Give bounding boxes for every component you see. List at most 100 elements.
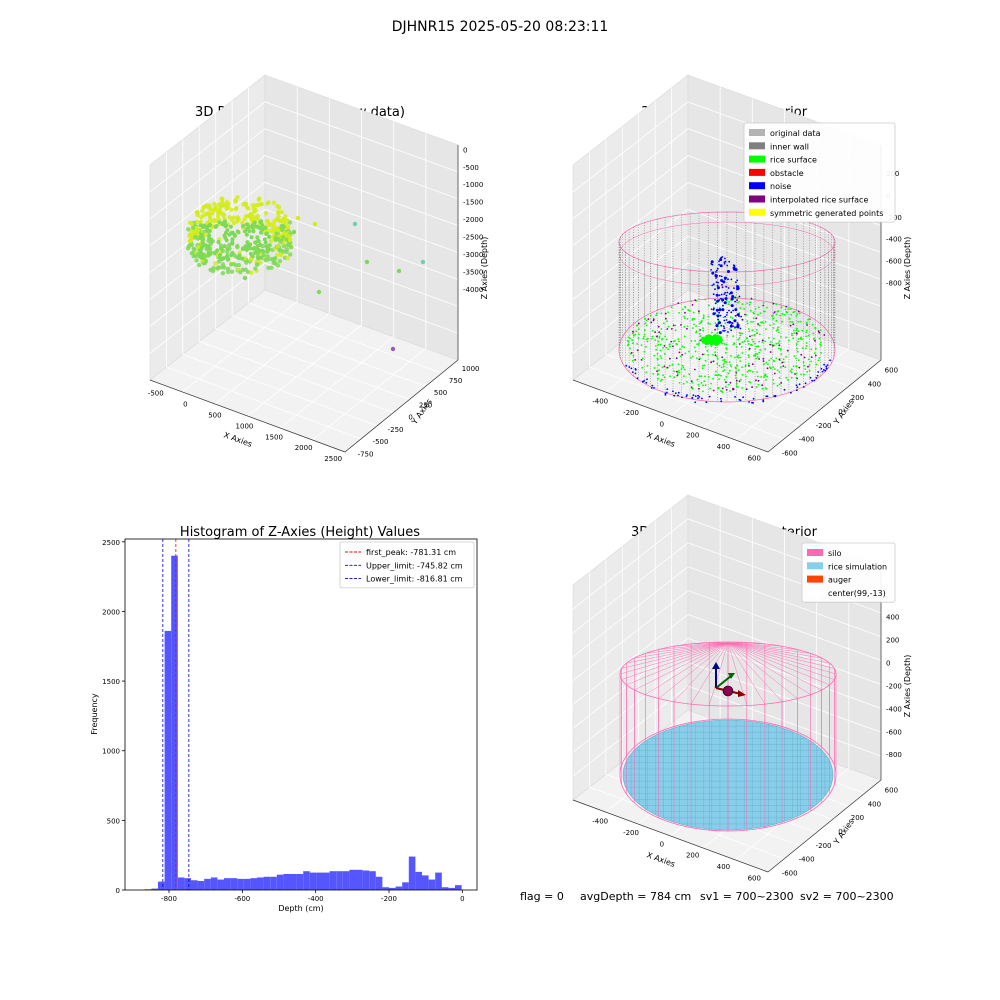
- noise-point: [766, 395, 769, 398]
- rice-surface-point: [730, 365, 733, 368]
- rice-surface-point: [756, 329, 758, 331]
- rice-surface-point: [777, 326, 779, 329]
- raw-point: [275, 252, 280, 258]
- rice-surface-point: [697, 384, 700, 386]
- z-tick-label: -800: [886, 280, 902, 288]
- raw-point: [195, 213, 200, 218]
- raw-point: [228, 224, 233, 229]
- noise-point: [634, 368, 637, 370]
- rice-surface-point: [739, 360, 742, 362]
- rice-surface-point: [776, 384, 779, 387]
- rice-surface-point: [660, 312, 663, 315]
- rice-surface-point: [739, 378, 742, 381]
- legend-swatch: [807, 549, 823, 556]
- rice-surface-point: [644, 322, 647, 325]
- noise-point: [734, 308, 738, 312]
- rice-surface-point: [723, 360, 726, 362]
- rice-surface-point: [750, 297, 753, 300]
- rice-surface-point: [727, 383, 730, 386]
- rice-surface-point: [677, 302, 680, 304]
- rice-surface-point: [666, 338, 668, 341]
- raw-point: [194, 258, 199, 263]
- rice-surface-point: [772, 327, 775, 329]
- rice-surface-point: [796, 350, 799, 353]
- noise-point: [731, 322, 734, 325]
- rice-surface-point: [667, 311, 669, 314]
- rice-surface-point: [710, 345, 713, 348]
- raw-point: [253, 207, 258, 213]
- raw-point: [268, 238, 274, 244]
- x-axis-line: [572, 799, 769, 873]
- noise-point: [686, 394, 688, 396]
- raw-point: [216, 240, 221, 244]
- rice-surface-point: [656, 370, 658, 372]
- rice-surface-point: [747, 356, 750, 358]
- rice-surface-point: [751, 329, 754, 332]
- rice-surface-point: [690, 357, 692, 359]
- rice-surface-point: [735, 377, 737, 379]
- raw-point: [221, 203, 226, 208]
- silo-roof-line: [658, 642, 729, 699]
- raw-point: [275, 204, 280, 209]
- rice-surface-point: [672, 324, 675, 327]
- rice-surface-point: [698, 332, 701, 335]
- rice-surface-point: [691, 387, 694, 390]
- rice-surface-point: [640, 359, 643, 361]
- panel-title-histogram: Histogram of Z-Axies (Height) Values: [180, 525, 420, 540]
- silo-roof-line: [621, 642, 729, 669]
- noise-point: [826, 364, 829, 366]
- rice-surface-point: [631, 359, 634, 362]
- legend-label: silo: [828, 549, 842, 558]
- rice-surface-point: [642, 337, 645, 340]
- rice-surface-point: [632, 330, 634, 333]
- histogram-bar: [184, 878, 191, 890]
- raw-point: [276, 236, 281, 242]
- raw-point: [233, 263, 239, 268]
- raw-point: [240, 256, 245, 261]
- raw-point: [224, 230, 228, 235]
- rice-surface-point: [790, 371, 793, 374]
- histogram-bar: [270, 876, 277, 890]
- rice-surface-point: [666, 328, 669, 330]
- rice-surface-point: [772, 312, 775, 315]
- rice-surface-point: [660, 357, 663, 360]
- rice-surface-point: [655, 348, 657, 351]
- rice-surface-point: [755, 345, 758, 348]
- rice-surface-point: [778, 383, 781, 386]
- rice-surface-point: [657, 343, 660, 346]
- noise-point: [718, 299, 721, 301]
- histogram-bar: [408, 856, 416, 890]
- raw-point: [225, 247, 230, 252]
- rice-surface-point: [686, 327, 688, 330]
- y-tick-label: 200: [851, 814, 864, 822]
- histogram-bar: [329, 871, 337, 890]
- histogram-bar: [342, 871, 350, 890]
- rice-surface-point: [680, 368, 683, 370]
- x-tick-label: 0: [660, 420, 664, 428]
- rice-surface-point: [732, 335, 735, 338]
- rice-surface-point: [693, 346, 696, 349]
- raw-point: [229, 231, 234, 236]
- silo-roof-line: [727, 642, 783, 702]
- rice-surface-point: [737, 296, 739, 299]
- rice-surface-point: [715, 370, 717, 373]
- raw-point: [199, 247, 204, 252]
- rice-surface-point: [778, 371, 781, 373]
- raw-point: [217, 220, 222, 225]
- z-axis-label-simulation: Z Axies (Depth): [903, 655, 912, 718]
- rice-surface-point: [765, 361, 768, 364]
- rice-surface-point: [704, 384, 707, 387]
- rice-surface-point: [801, 347, 804, 349]
- rice-surface-point: [723, 343, 726, 345]
- footer-sv1: sv1 = 700~2300: [700, 890, 794, 903]
- rice-surface-point: [780, 336, 782, 338]
- noise-point: [720, 293, 723, 296]
- rice-surface-point: [672, 345, 674, 348]
- noise-point: [817, 371, 820, 373]
- rice-surface-point: [662, 347, 664, 349]
- noise-point: [705, 401, 708, 404]
- raw-outlier-point: [295, 215, 301, 221]
- noise-point: [725, 294, 728, 297]
- rice-surface-point: [808, 364, 811, 366]
- y-tick-label: -400: [799, 856, 815, 864]
